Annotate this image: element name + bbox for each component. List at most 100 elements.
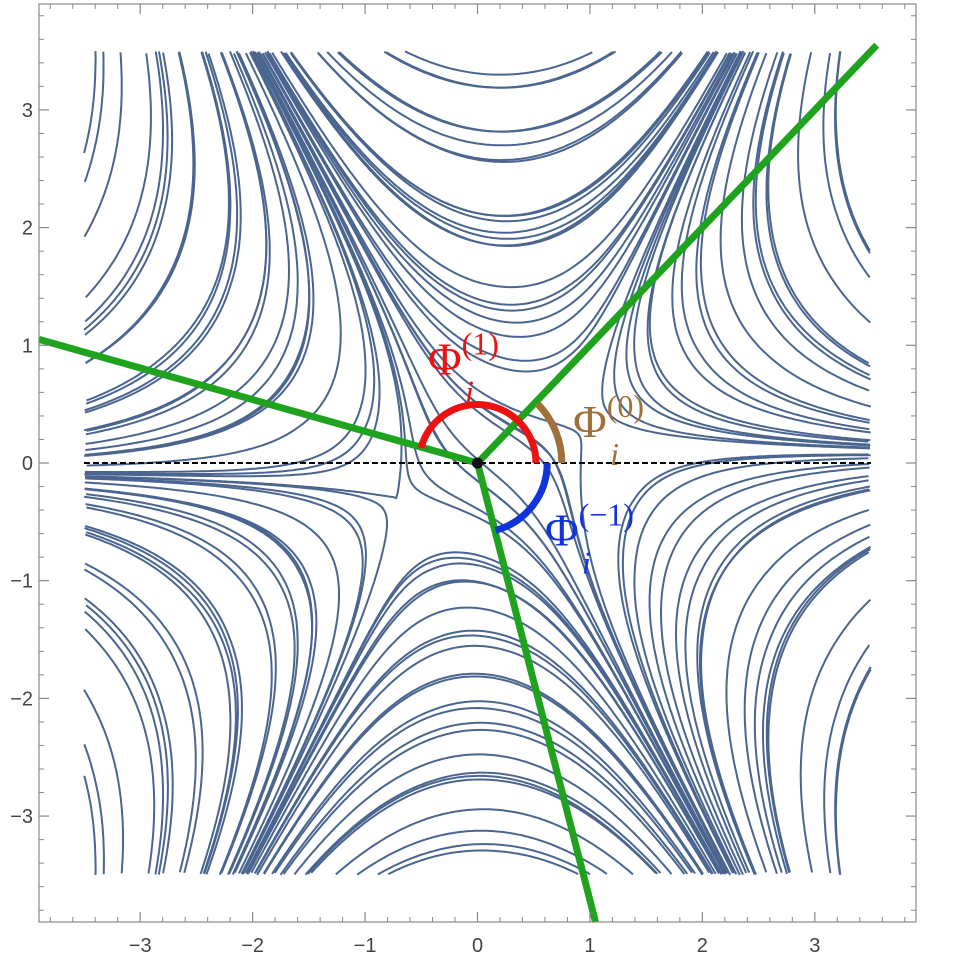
streamline-29 bbox=[84, 481, 340, 874]
streamline-35 bbox=[85, 52, 271, 436]
y-tick-label: −2 bbox=[10, 688, 33, 710]
label-phi0-sup: (0) bbox=[607, 388, 644, 424]
streamline-141 bbox=[822, 52, 871, 278]
streamline-99 bbox=[621, 454, 871, 874]
phi-0-arc bbox=[534, 400, 566, 464]
origin-point bbox=[472, 457, 483, 469]
label-phi0: Φ(0) i bbox=[573, 388, 644, 472]
streamline-54 bbox=[84, 52, 376, 475]
streamline-84 bbox=[356, 829, 608, 876]
streamline-73 bbox=[310, 778, 657, 874]
streamline-128 bbox=[752, 51, 872, 381]
streamline-12 bbox=[85, 604, 169, 875]
streamline-102 bbox=[601, 50, 870, 450]
streamline-72 bbox=[387, 849, 579, 876]
streamline-96 bbox=[307, 774, 659, 875]
streamline-45 bbox=[86, 51, 311, 457]
streamline-131 bbox=[740, 52, 870, 392]
streamline-83 bbox=[404, 50, 593, 76]
streamline-74 bbox=[273, 706, 693, 874]
streamline-58 bbox=[289, 52, 711, 223]
streamline-23 bbox=[83, 51, 169, 331]
streamline-125 bbox=[675, 475, 869, 874]
streamline-130 bbox=[765, 53, 871, 368]
label-phi1: Φ(1) i bbox=[428, 326, 499, 410]
streamline-14 bbox=[84, 597, 174, 874]
streamline-77 bbox=[254, 51, 726, 873]
label-phi1-sub: i bbox=[465, 374, 474, 410]
streamline-106 bbox=[290, 51, 709, 217]
streamline-116 bbox=[699, 51, 870, 422]
streamline-8 bbox=[85, 53, 152, 299]
streamline-18 bbox=[85, 51, 291, 445]
streamline-139 bbox=[754, 52, 870, 377]
label-phi0-sub: i bbox=[610, 436, 619, 472]
streamline-105 bbox=[266, 50, 732, 312]
streamline-112 bbox=[684, 479, 869, 874]
streamline-13 bbox=[84, 610, 164, 875]
streamline-62 bbox=[271, 700, 696, 875]
streamline-68 bbox=[266, 52, 734, 324]
ray-lower bbox=[474, 462, 599, 923]
streamline-126 bbox=[648, 52, 871, 442]
streamline-90 bbox=[258, 52, 732, 876]
streamline-9 bbox=[83, 52, 123, 238]
streamline-28 bbox=[86, 506, 273, 876]
streamline-3 bbox=[84, 628, 156, 874]
arcs-group bbox=[417, 400, 566, 534]
streamline-114 bbox=[625, 51, 871, 447]
streamline-75 bbox=[255, 634, 713, 875]
streamline-138 bbox=[671, 51, 871, 434]
streamline-11 bbox=[83, 51, 97, 154]
phi-minus-1-arc bbox=[494, 462, 551, 534]
ticks-group: −3 −2 −1 0 1 2 3 −3 −2 −1 0 1 2 3 bbox=[10, 4, 916, 957]
streamline-36 bbox=[279, 721, 689, 876]
streamline-34 bbox=[84, 51, 239, 412]
streamline-88 bbox=[255, 52, 728, 875]
streamline-39 bbox=[85, 493, 299, 875]
streamline-15 bbox=[83, 568, 197, 873]
streamline-107 bbox=[337, 50, 662, 133]
label-phi0-base: Φ bbox=[573, 396, 607, 447]
streamline-24 bbox=[85, 503, 277, 874]
streamline-1 bbox=[83, 743, 105, 875]
streamline-25 bbox=[84, 527, 239, 875]
streamline-103 bbox=[633, 50, 871, 446]
streamline-69 bbox=[283, 50, 718, 240]
streamline-135 bbox=[799, 598, 872, 873]
streamline-21 bbox=[84, 52, 174, 336]
streamline-113 bbox=[648, 463, 870, 876]
streamline-42 bbox=[86, 52, 342, 467]
streamline-5 bbox=[83, 495, 296, 875]
x-tick-label: −2 bbox=[241, 935, 264, 957]
x-tick-label: 0 bbox=[472, 935, 483, 957]
rays-group bbox=[38, 42, 880, 923]
phi-1-arc bbox=[417, 401, 540, 464]
streamline-124 bbox=[725, 508, 870, 873]
x-tick-label: −3 bbox=[129, 935, 152, 957]
label-phi1-base: Φ bbox=[428, 334, 462, 385]
label-phim1-sup: (−1) bbox=[579, 496, 634, 532]
streamline-136 bbox=[762, 546, 871, 875]
streamline-49 bbox=[282, 728, 686, 875]
streamline-0 bbox=[83, 775, 97, 875]
streamline-26 bbox=[84, 533, 232, 875]
streamline-80 bbox=[271, 52, 728, 289]
x-tick-label: −1 bbox=[354, 935, 377, 957]
streamline-110 bbox=[696, 485, 871, 875]
streamline-20 bbox=[85, 52, 195, 364]
streamline-95 bbox=[383, 50, 614, 89]
annotation-labels: Φ(1) iΦ(0) iΦ(−1) i bbox=[428, 326, 644, 581]
y-tick-label: −1 bbox=[10, 571, 33, 593]
streamline-50 bbox=[256, 644, 711, 876]
y-tick-label: 0 bbox=[22, 453, 33, 475]
streamline-101 bbox=[617, 453, 869, 874]
streamline-55 bbox=[84, 52, 367, 473]
streamline-98 bbox=[253, 52, 726, 875]
streamline-76 bbox=[245, 556, 723, 875]
streamline-94 bbox=[317, 50, 683, 162]
streamline-97 bbox=[263, 675, 704, 876]
x-tick-label: 2 bbox=[697, 935, 708, 957]
ray-left bbox=[38, 336, 479, 467]
streamline-82 bbox=[326, 51, 673, 147]
